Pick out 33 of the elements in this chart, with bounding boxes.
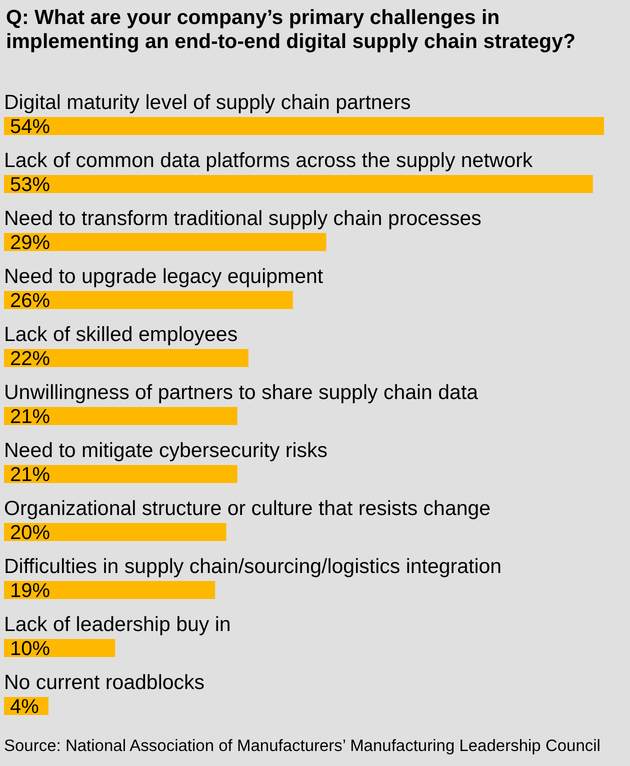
data-label: 4% bbox=[10, 696, 40, 718]
y-tick-label: Lack of common data platforms across the supply network bbox=[4, 149, 534, 172]
y-tick-label: Organizational structure or culture that resists change bbox=[4, 497, 491, 520]
bar bbox=[4, 523, 226, 541]
source-note: Source: National Association of Manufacturers’ Manufacturing Leadership Council bbox=[4, 736, 600, 756]
data-label: 26% bbox=[10, 290, 50, 312]
data-label: 21% bbox=[10, 464, 50, 486]
bar bbox=[4, 407, 238, 425]
y-tick-label: Unwillingness of partners to share supply chain data bbox=[4, 381, 479, 404]
y-tick-label: No current roadblocks bbox=[4, 671, 205, 694]
y-tick-label: Need to mitigate cybersecurity risks bbox=[4, 439, 328, 462]
bar bbox=[4, 117, 604, 135]
y-tick-label: Need to transform traditional supply chain processes bbox=[4, 207, 482, 230]
data-label: 29% bbox=[10, 232, 50, 254]
bar bbox=[4, 465, 238, 483]
y-tick-label: Need to upgrade legacy equipment bbox=[4, 265, 324, 288]
data-label: 54% bbox=[10, 116, 50, 138]
bar bbox=[4, 581, 216, 599]
data-label: 21% bbox=[10, 406, 50, 428]
y-tick-label: Difficulties in supply chain/sourcing/logistics integration bbox=[4, 555, 502, 578]
data-label: 22% bbox=[10, 348, 50, 370]
bar bbox=[4, 349, 248, 367]
data-label: 53% bbox=[10, 174, 50, 196]
data-label: 10% bbox=[10, 638, 50, 660]
y-tick-label: Digital maturity level of supply chain partners bbox=[4, 91, 411, 114]
data-label: 19% bbox=[10, 580, 50, 602]
bar bbox=[4, 233, 326, 251]
y-tick-label: Lack of leadership buy in bbox=[4, 613, 231, 636]
chart-title: Q: What are your company’s primary challenges in implementing an end-to-end digital supply chain strategy? bbox=[6, 6, 576, 54]
data-label: 20% bbox=[10, 522, 50, 544]
bar bbox=[4, 175, 593, 193]
bar bbox=[4, 291, 293, 309]
y-tick-label: Lack of skilled employees bbox=[4, 323, 238, 346]
